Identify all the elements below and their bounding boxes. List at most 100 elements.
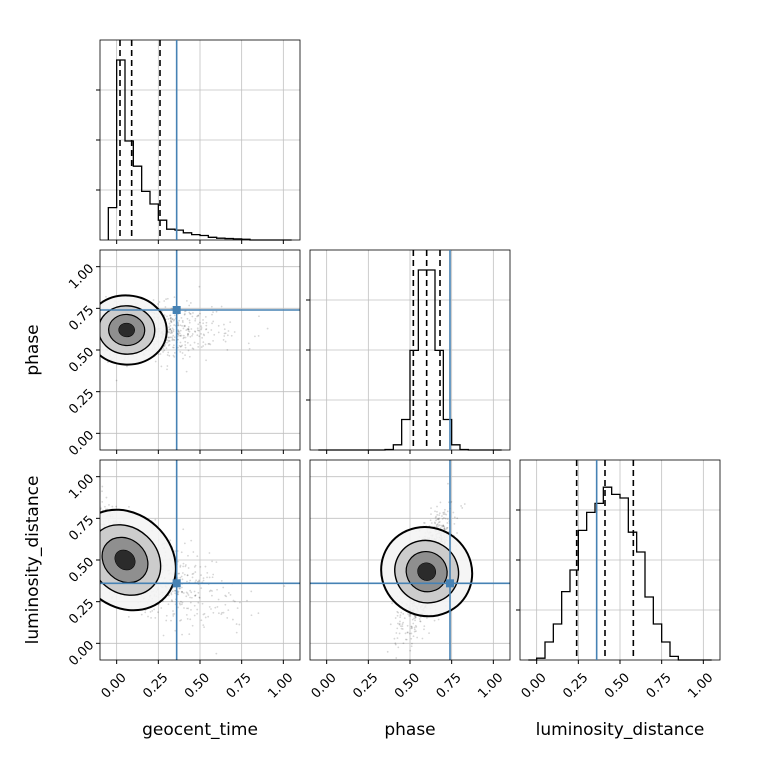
sample-point xyxy=(410,625,413,628)
sample-point xyxy=(88,503,90,505)
sample-point xyxy=(452,511,455,514)
sample-point xyxy=(163,349,166,352)
sample-point xyxy=(169,328,172,331)
sample-point xyxy=(91,331,93,333)
hist-panel-geocent_time xyxy=(96,39,301,244)
sample-point xyxy=(445,528,448,530)
sample-point xyxy=(202,341,205,343)
sample-point xyxy=(98,339,100,341)
sample-point xyxy=(203,626,205,628)
sample-point xyxy=(177,322,180,325)
sample-point xyxy=(169,328,172,330)
sample-point xyxy=(202,319,204,321)
x-tick-label: 0.25 xyxy=(140,670,171,701)
sample-point xyxy=(95,547,97,549)
sample-point xyxy=(397,646,400,649)
sample-point xyxy=(91,340,93,342)
sample-point xyxy=(107,361,109,364)
sample-point xyxy=(414,616,417,619)
sample-point xyxy=(183,607,185,609)
sample-point xyxy=(423,625,426,627)
sample-point xyxy=(232,599,235,602)
sample-point xyxy=(191,334,193,337)
sample-point xyxy=(167,344,170,347)
sample-point xyxy=(97,507,99,509)
sample-point xyxy=(453,516,456,519)
sample-point xyxy=(174,629,177,632)
sample-point xyxy=(208,342,211,345)
sample-point xyxy=(98,335,100,337)
sample-point xyxy=(398,623,401,626)
sample-point xyxy=(167,351,170,354)
sample-point xyxy=(399,614,402,617)
sample-point xyxy=(257,334,260,337)
sample-point xyxy=(182,528,185,531)
sample-point xyxy=(419,620,422,623)
sample-point xyxy=(198,579,200,582)
sample-point xyxy=(173,296,176,299)
sample-point xyxy=(149,610,152,613)
sample-point xyxy=(93,539,95,541)
sample-point xyxy=(157,611,159,614)
sample-point xyxy=(413,628,416,631)
sample-point xyxy=(97,336,99,338)
sample-point xyxy=(80,339,82,341)
sample-point xyxy=(186,328,189,331)
sample-point xyxy=(434,516,437,519)
sample-point xyxy=(90,326,92,328)
sample-point xyxy=(89,327,91,329)
sample-point xyxy=(178,330,180,333)
sample-point xyxy=(438,514,441,517)
sample-point xyxy=(170,307,173,310)
sample-point xyxy=(197,323,200,326)
sample-point xyxy=(211,590,213,592)
sample-point xyxy=(101,485,104,488)
sample-point xyxy=(181,590,183,593)
sample-point xyxy=(170,316,173,319)
sample-point xyxy=(236,607,239,610)
sample-point xyxy=(97,530,99,532)
sample-point xyxy=(96,528,98,530)
sample-point xyxy=(84,340,86,342)
sample-point xyxy=(188,355,191,358)
sample-point xyxy=(180,603,183,606)
x-tick-label: 1.00 xyxy=(685,670,716,701)
x-tick-label: 0.75 xyxy=(224,670,255,701)
sample-point xyxy=(181,578,184,581)
sample-point xyxy=(190,591,193,594)
sample-point xyxy=(92,326,94,328)
sample-point xyxy=(212,311,214,314)
sample-point xyxy=(436,513,439,516)
sample-point xyxy=(200,332,202,335)
sample-point xyxy=(165,619,168,622)
sample-point xyxy=(74,311,76,313)
sample-point xyxy=(421,637,424,640)
sample-point xyxy=(207,343,210,345)
sample-point xyxy=(95,383,97,385)
sample-point xyxy=(93,549,95,551)
sample-point xyxy=(211,594,213,597)
sample-point xyxy=(180,575,183,578)
sample-point xyxy=(191,347,194,350)
sample-point xyxy=(222,611,225,614)
sample-point xyxy=(202,333,205,336)
panel-content xyxy=(74,285,269,385)
sample-point xyxy=(165,347,168,350)
sample-point xyxy=(220,579,223,582)
sample-point xyxy=(198,596,201,599)
sample-point xyxy=(435,523,438,526)
sample-point xyxy=(442,513,445,516)
sample-point xyxy=(168,331,171,334)
sample-point xyxy=(197,314,200,317)
sample-point xyxy=(95,324,97,326)
sample-point xyxy=(436,523,439,526)
sample-point xyxy=(80,333,82,335)
sample-point xyxy=(170,593,173,596)
sample-point xyxy=(93,517,95,519)
sample-point xyxy=(233,331,236,333)
sample-point xyxy=(203,612,206,615)
sample-point xyxy=(183,310,186,313)
sample-point xyxy=(188,311,191,314)
sample-point xyxy=(188,321,191,324)
sample-point xyxy=(266,327,269,330)
